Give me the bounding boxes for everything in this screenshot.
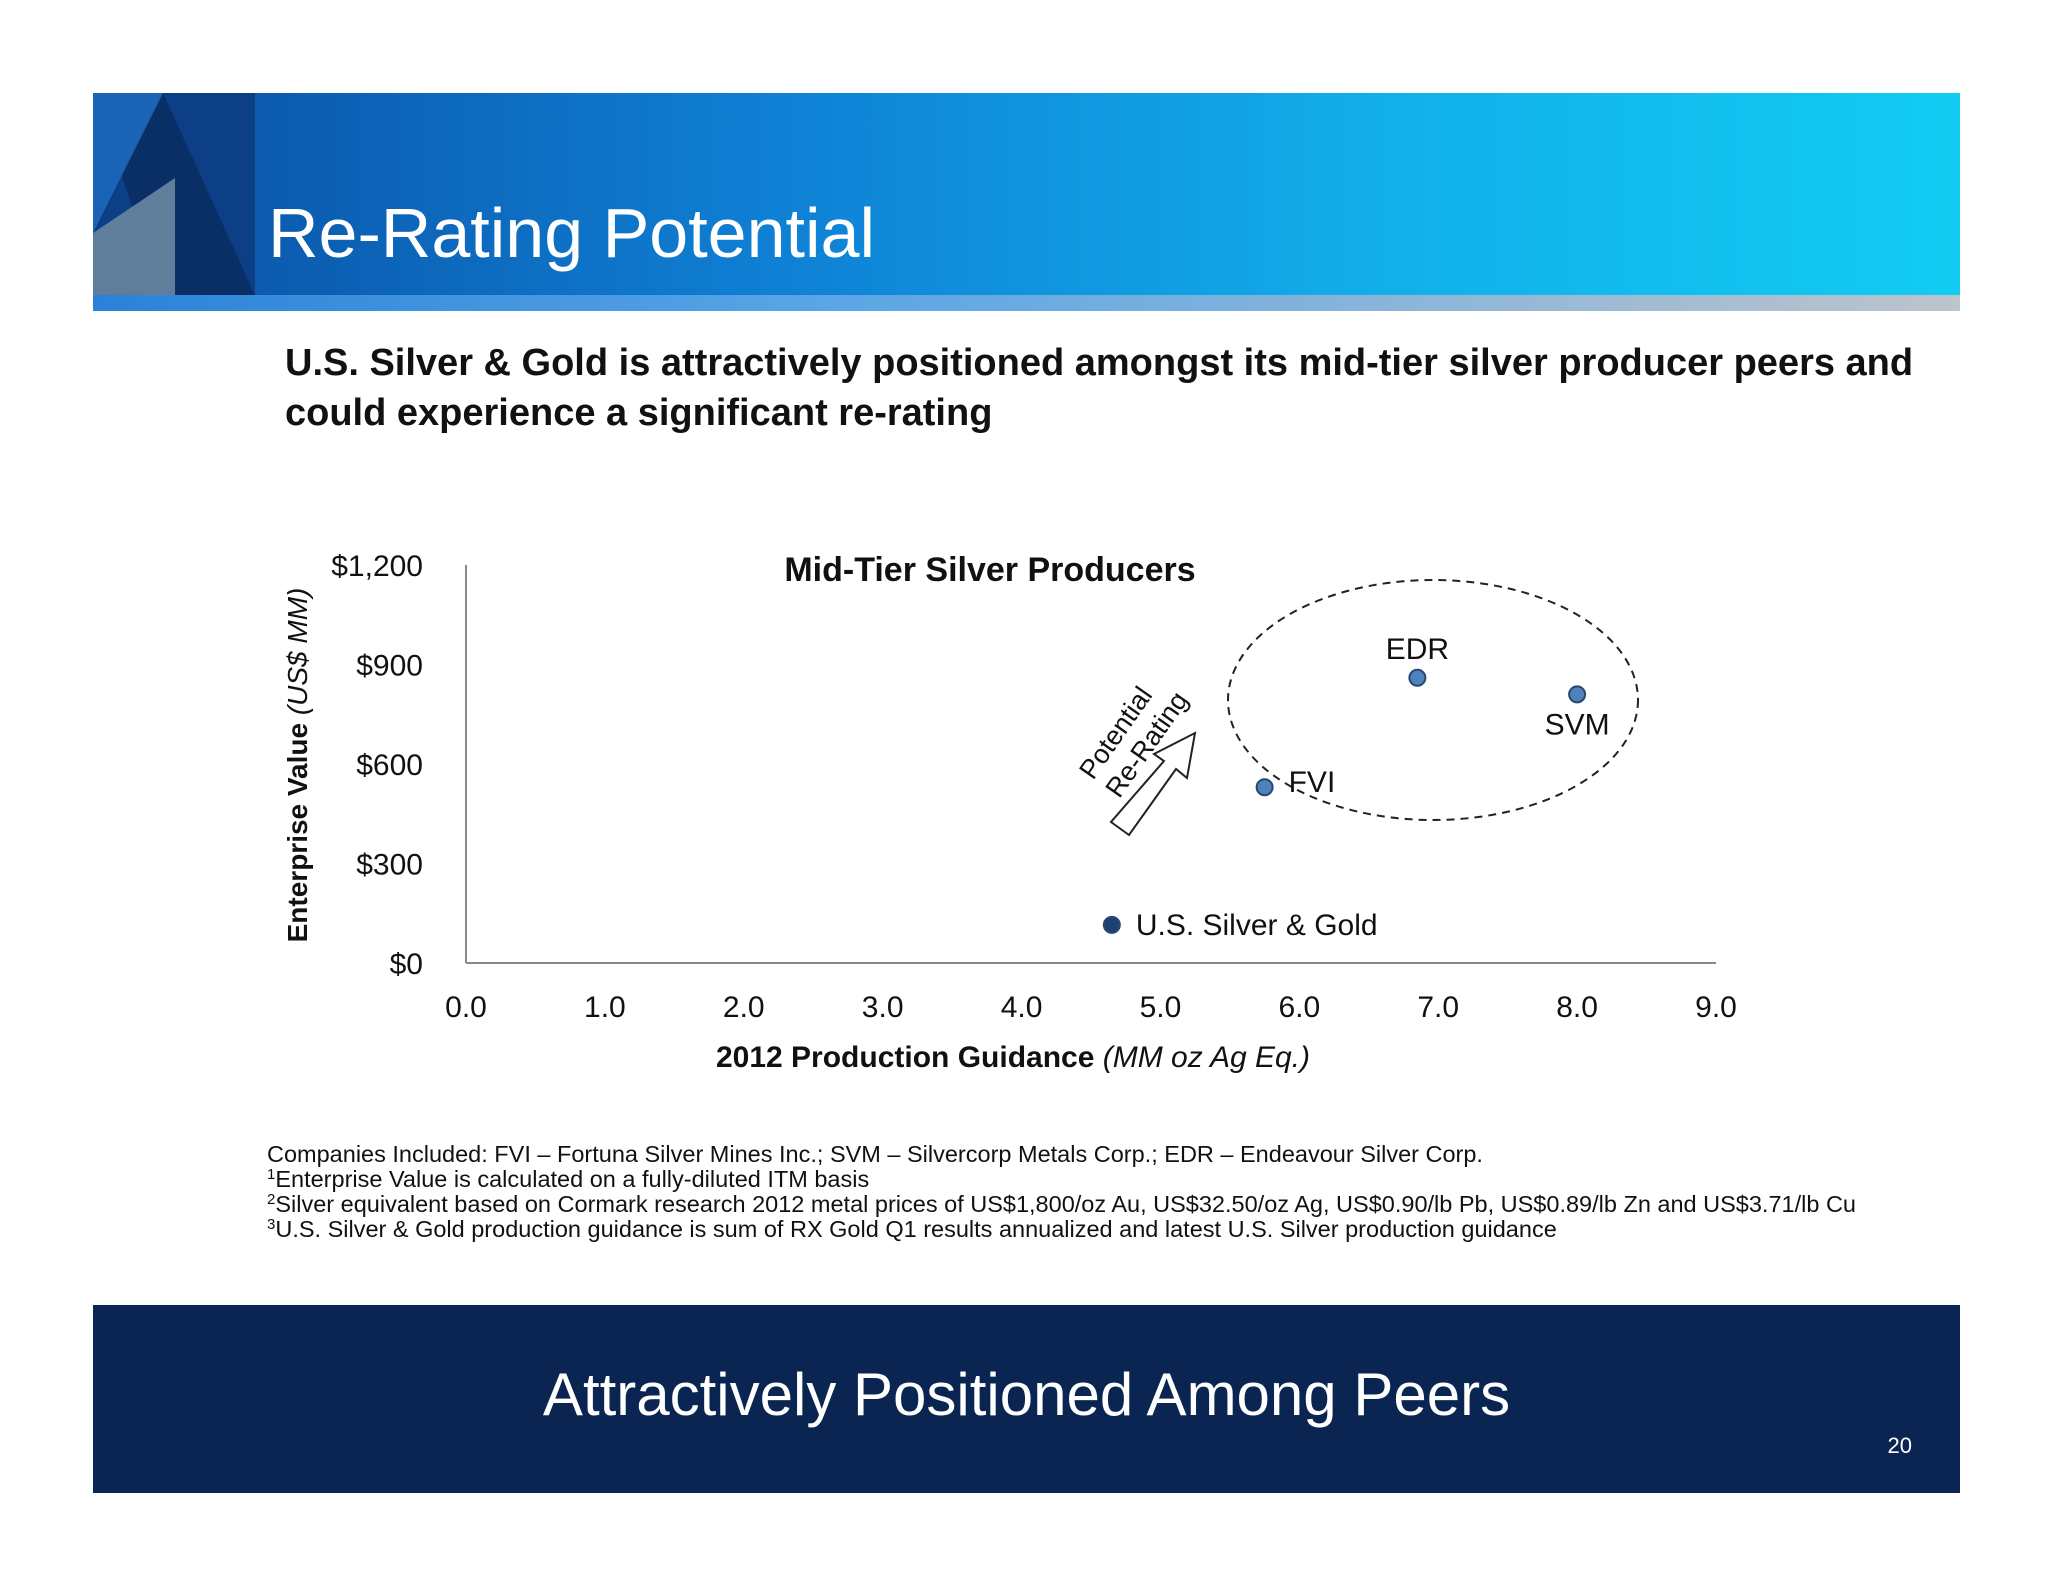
x-tick-label: 3.0 <box>862 991 904 1024</box>
x-tick-label: 5.0 <box>1140 991 1182 1024</box>
header-band: Re-Rating Potential <box>93 93 1960 295</box>
peer-group-ellipse <box>1227 579 1639 821</box>
footer-band: Attractively Positioned Among Peers 20 <box>93 1305 1960 1493</box>
corner-logo-icon <box>93 93 255 295</box>
x-axis-label: 2012 Production Guidance (MM oz Ag Eq.) <box>716 1041 1310 1074</box>
footnote-3: 3U.S. Silver & Gold production guidance … <box>267 1216 1557 1242</box>
y-tick-label: $1,200 <box>331 550 423 583</box>
footnote-1: 1Enterprise Value is calculated on a ful… <box>267 1166 870 1192</box>
data-point-label: SVM <box>1545 708 1610 741</box>
x-tick-label: 9.0 <box>1695 991 1737 1024</box>
data-point <box>1568 685 1587 704</box>
data-points: U.S. Silver & Gold FVI EDR SVM <box>1102 633 1610 942</box>
x-tick-label: 4.0 <box>1001 991 1043 1024</box>
y-tick-labels: $0 $300 $600 $900 $1,200 <box>331 550 423 981</box>
x-tick-label: 0.0 <box>445 991 487 1024</box>
data-point-label: U.S. Silver & Gold <box>1136 909 1378 942</box>
page-number: 20 <box>1887 1433 1912 1458</box>
x-tick-label: 6.0 <box>1278 991 1320 1024</box>
data-point <box>1255 778 1274 797</box>
chart-title: Mid-Tier Silver Producers <box>784 551 1195 589</box>
footnotes: Companies Included: FVI – Fortuna Silver… <box>267 1142 1907 1242</box>
re-rating-arrow-icon <box>1109 731 1197 837</box>
scatter-chart: Mid-Tier Silver Producers $0 $300 $600 $900… <box>282 550 1737 1074</box>
slide-subtitle: U.S. Silver & Gold is attractively posit… <box>285 342 1914 434</box>
y-tick-label: $300 <box>356 849 423 882</box>
x-tick-label: 8.0 <box>1556 991 1598 1024</box>
y-tick-label: $0 <box>390 948 423 981</box>
footnote-2: 2Silver equivalent based on Cormark rese… <box>267 1191 1856 1217</box>
slide: Re-Rating Potential U.S. Silver & Gold i… <box>93 93 1960 1493</box>
y-axis-label: Enterprise Value (US$ MM) <box>282 588 313 943</box>
x-tick-label: 1.0 <box>584 991 626 1024</box>
slide-title: Re-Rating Potential <box>268 194 875 272</box>
re-rating-annotation: Potential Re-Rating <box>1073 668 1194 803</box>
footer-tagline: Attractively Positioned Among Peers <box>542 1361 1511 1428</box>
y-tick-label: $900 <box>356 650 423 683</box>
data-point <box>1102 915 1121 934</box>
x-tick-labels: 0.0 1.0 2.0 3.0 4.0 5.0 6.0 7.0 8.0 9.0 <box>445 991 1737 1024</box>
footnote-companies: Companies Included: FVI – Fortuna Silver… <box>267 1141 1483 1167</box>
data-point-label: FVI <box>1289 766 1336 799</box>
x-tick-label: 2.0 <box>723 991 765 1024</box>
x-tick-label: 7.0 <box>1417 991 1459 1024</box>
data-point-label: EDR <box>1386 633 1449 666</box>
data-point <box>1408 668 1427 687</box>
y-tick-label: $600 <box>356 749 423 782</box>
header-rule <box>93 295 1960 311</box>
